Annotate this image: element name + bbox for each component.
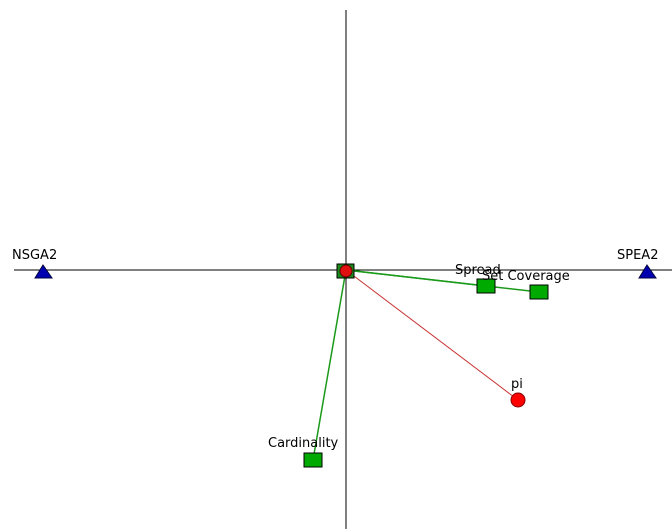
set-coverage-criterion-line [345, 269, 540, 293]
spea2-triangle-icon [638, 264, 657, 279]
criterion-spread: Spread [455, 263, 501, 294]
set-coverage-label: Set Coverage [482, 269, 570, 284]
origin-circle-icon [339, 264, 353, 278]
pi-decision-axis: pi [510, 377, 526, 408]
alternative-spea2: SPEA2 [617, 248, 658, 279]
pi-label: pi [511, 377, 523, 392]
nsga2-triangle-icon [34, 264, 53, 279]
pi-decision-line [345, 269, 519, 401]
spea2-label: SPEA2 [617, 248, 658, 263]
cardinality-square-icon [303, 452, 323, 468]
spread-label: Spread [455, 263, 501, 278]
nsga2-label: NSGA2 [12, 248, 57, 263]
pi-circle-icon [510, 392, 526, 408]
origin-marker [336, 263, 355, 279]
cardinality-criterion-line [312, 269, 347, 461]
criterion-cardinality: Cardinality [268, 436, 339, 468]
criterion-set-coverage: Set Coverage [482, 269, 570, 300]
set-coverage-square-icon [529, 284, 549, 300]
cardinality-label: Cardinality [268, 436, 339, 451]
spread-square-icon [476, 278, 496, 294]
alternative-nsga2: NSGA2 [12, 248, 57, 279]
